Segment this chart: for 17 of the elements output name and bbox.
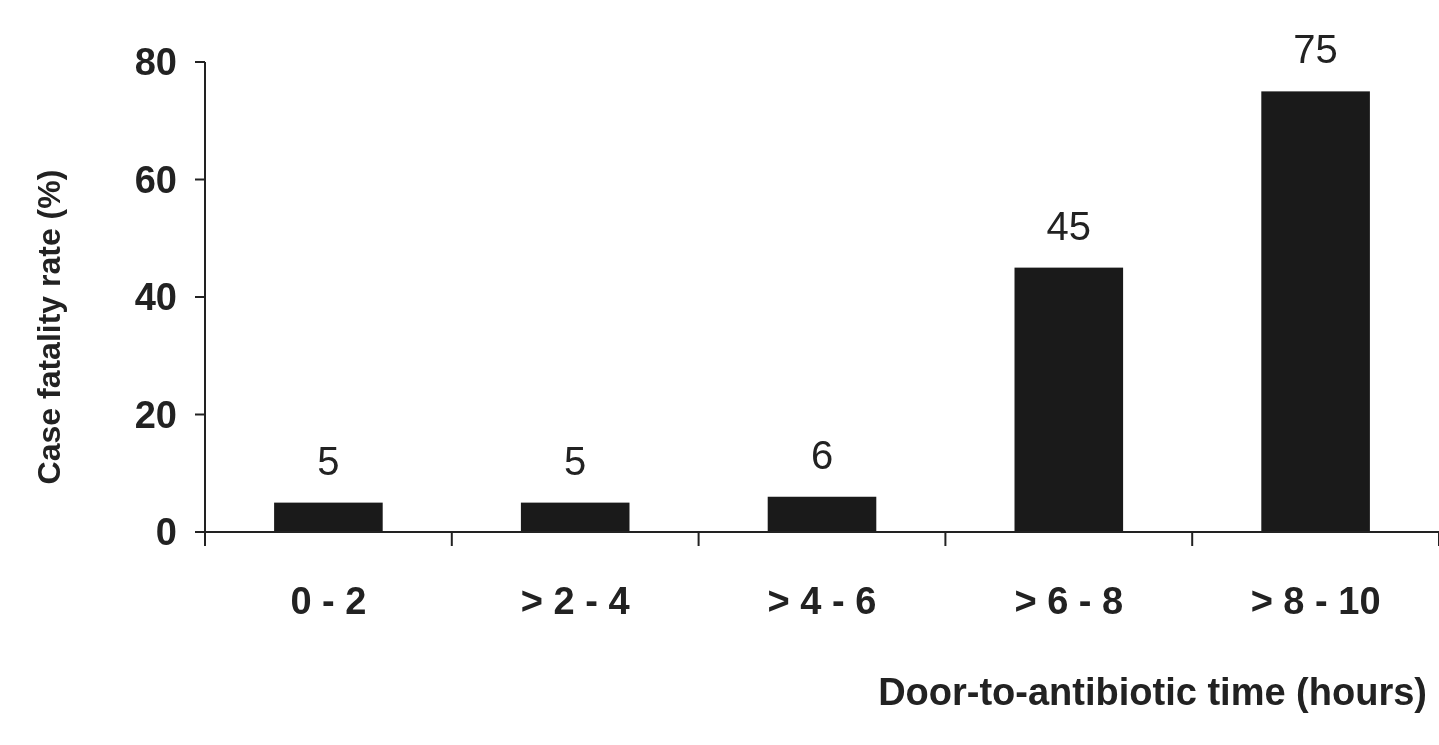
x-axis-title: Door-to-antibiotic time (hours) [878,671,1427,713]
x-tick-label: > 6 - 8 [1014,580,1124,622]
y-tick-label: 20 [134,393,177,436]
data-label: 75 [1293,27,1338,72]
y-tick-label: 60 [134,158,177,201]
data-label: 45 [1046,203,1092,248]
x-tick-label: 0 - 2 [290,580,367,622]
y-tick-label: 80 [134,41,177,84]
x-tick-label: > 2 - 4 [520,580,630,622]
data-label: 5 [564,438,587,483]
data-label: 5 [317,438,340,483]
x-tick-label: > 4 - 6 [767,580,877,622]
data-label: 6 [810,432,834,477]
y-axis-title: Case fatality rate (%) [31,169,67,485]
x-tick-label: > 8 - 10 [1250,580,1381,622]
y-tick-label: 40 [134,276,177,319]
y-tick-label: 0 [155,511,177,554]
